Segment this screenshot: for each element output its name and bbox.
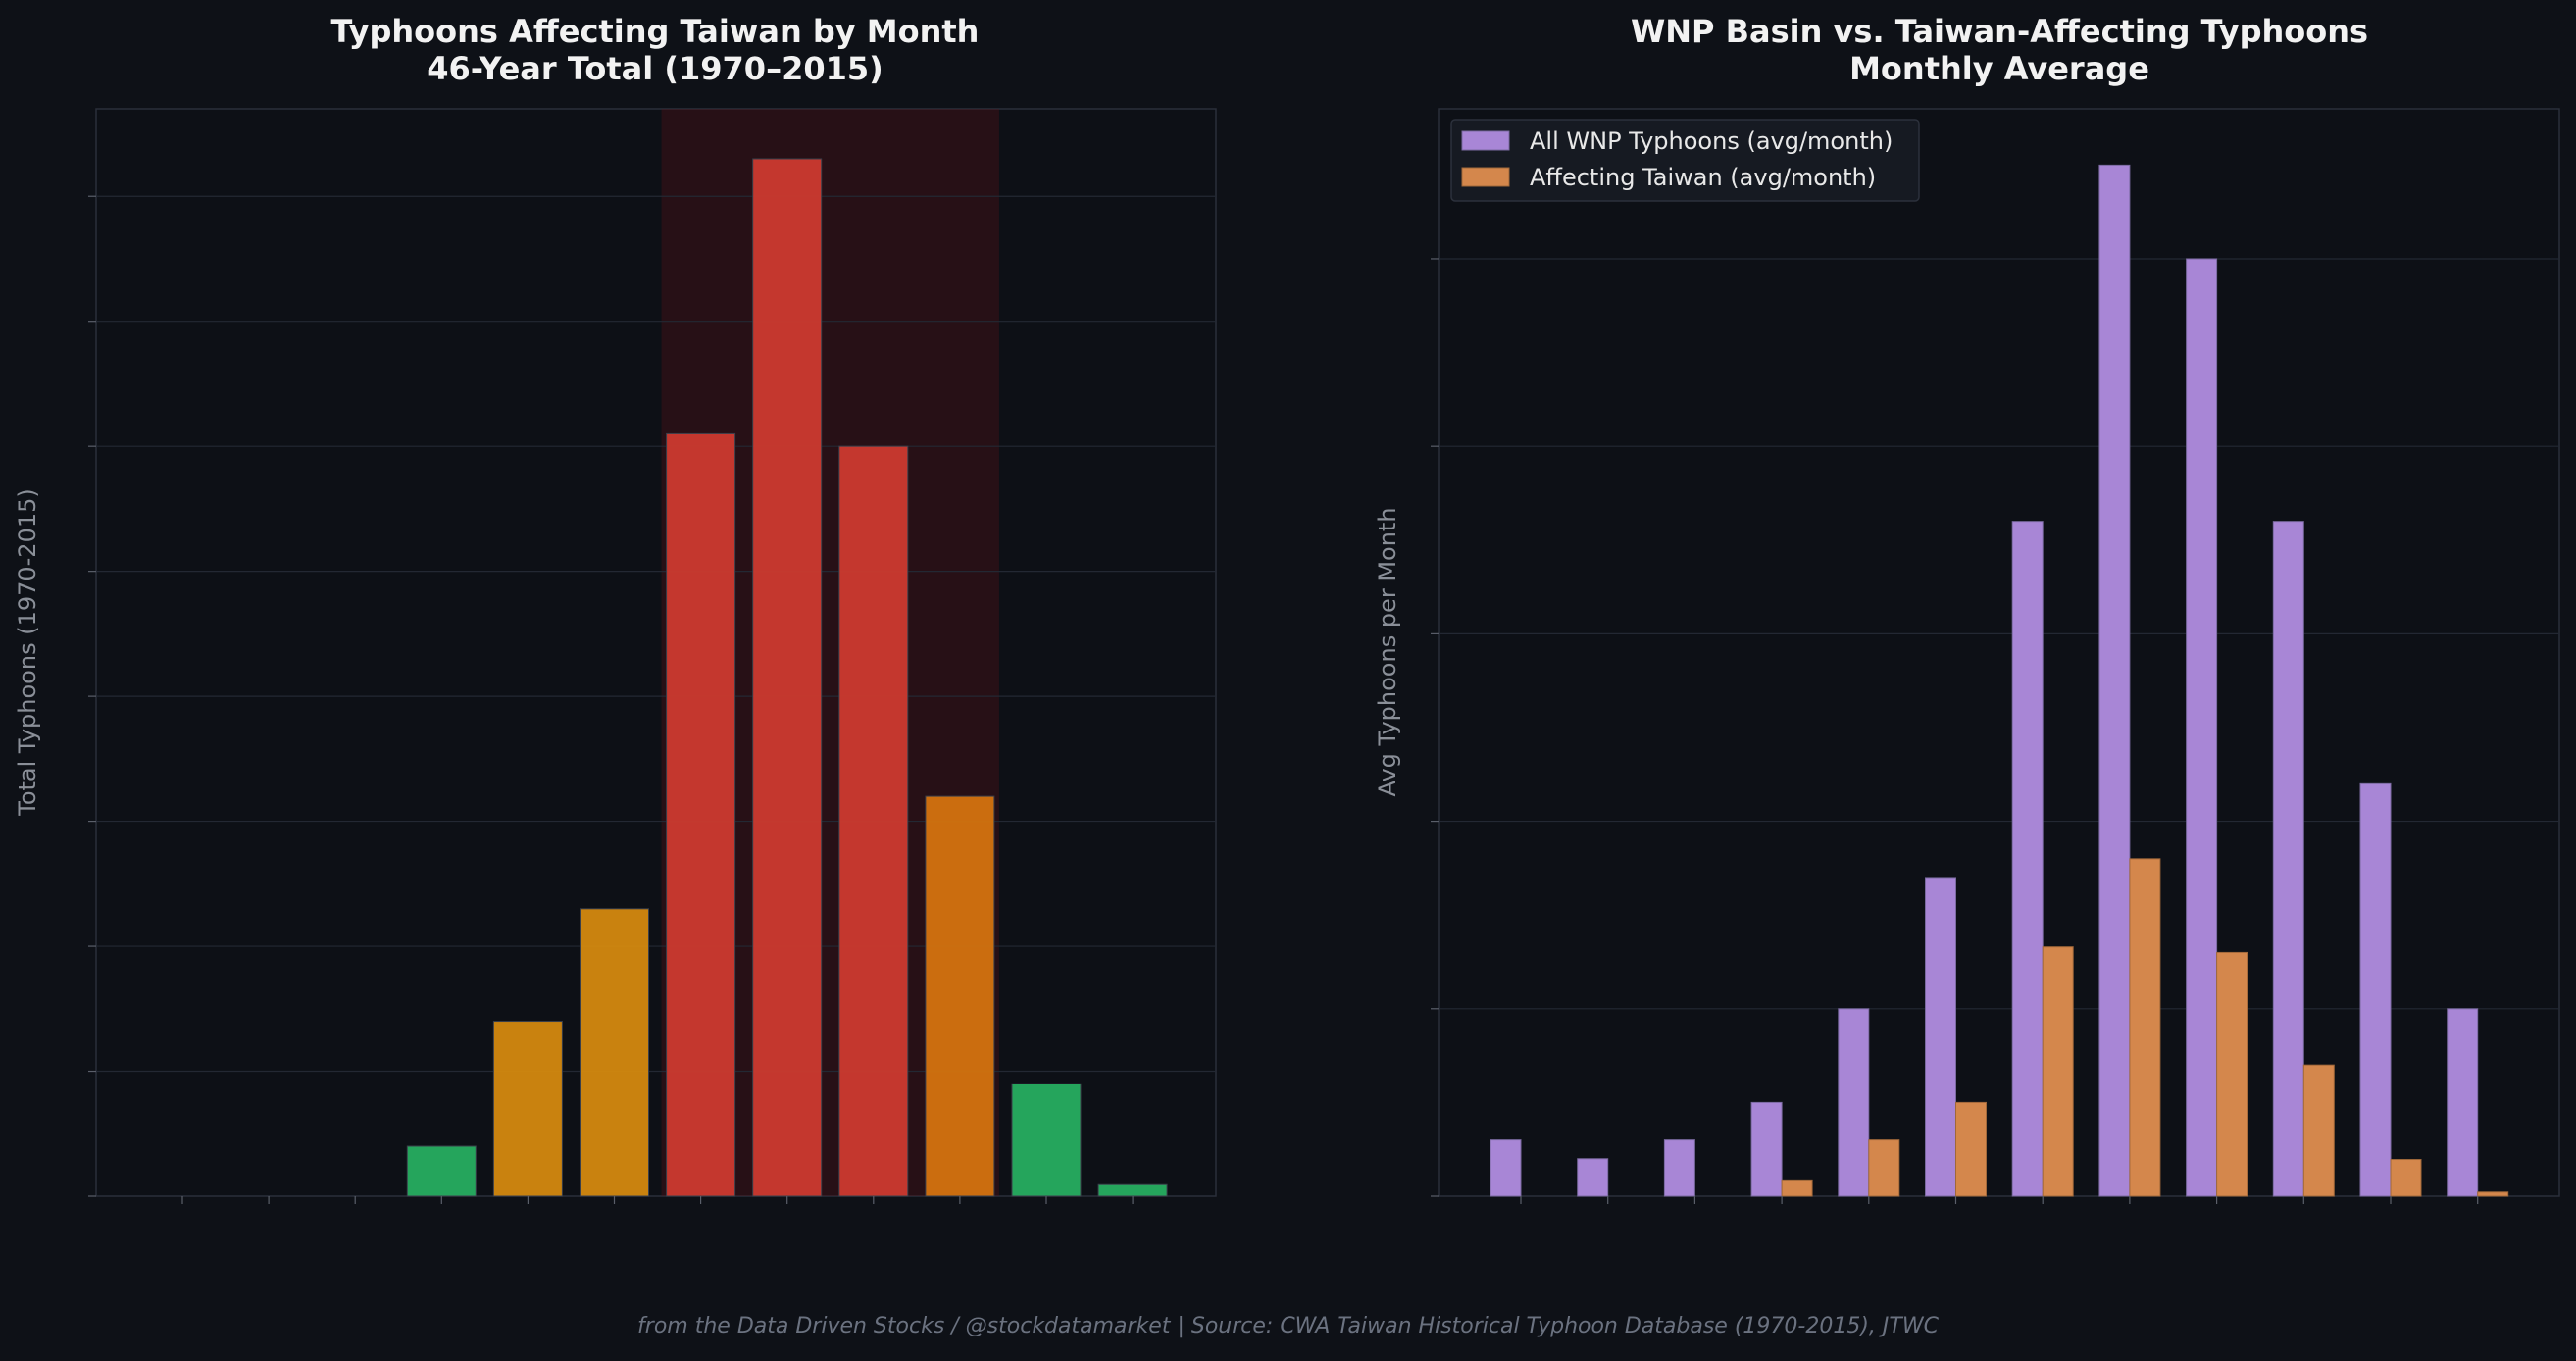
right-bar-wnp-may <box>1838 1008 1870 1197</box>
right-bar-wnp-oct <box>2272 521 2304 1197</box>
right-bar-wnp-feb <box>1577 1158 1609 1197</box>
right-bar-taiwan-jul <box>2042 946 2074 1197</box>
left-bar-dec <box>1097 1183 1168 1197</box>
legend-label-affecting-taiwan: Affecting Taiwan (avg/month) <box>1530 164 1876 191</box>
right-x-ticks <box>1520 1196 2479 1204</box>
right-bars <box>1490 164 2509 1197</box>
legend-swatch-all-wnp <box>1461 130 1510 151</box>
left-bars <box>406 158 1168 1197</box>
right-bar-wnp-dec <box>2447 1008 2479 1197</box>
right-bar-taiwan-aug <box>2129 858 2161 1197</box>
right-chart: WNP Basin vs. Taiwan-Affecting Typhoons … <box>1374 13 2560 1204</box>
right-bar-taiwan-may <box>1868 1139 1900 1197</box>
right-bar-taiwan-jun <box>1955 1101 1987 1197</box>
right-y-axis-label: Avg Typhoons per Month <box>1374 507 1401 796</box>
right-legend: All WNP Typhoons (avg/month) Affecting T… <box>1450 119 1920 202</box>
right-chart-title-line2: Monthly Average <box>1849 50 2149 87</box>
left-bar-sep <box>838 445 909 1197</box>
right-bar-wnp-aug <box>2098 164 2131 1197</box>
left-bar-jul <box>666 432 736 1197</box>
left-bar-may <box>492 1021 563 1197</box>
right-bar-taiwan-nov <box>2390 1159 2422 1197</box>
left-plot-area <box>95 108 1217 1197</box>
right-bar-wnp-sep <box>2186 258 2218 1197</box>
right-bar-wnp-jul <box>2011 521 2044 1197</box>
right-bar-wnp-mar <box>1663 1139 1695 1197</box>
legend-label-all-wnp: All WNP Typhoons (avg/month) <box>1530 127 1893 155</box>
legend-box <box>1450 119 1920 202</box>
right-plot-area <box>1438 108 2560 1197</box>
left-bar-apr <box>406 1145 477 1197</box>
right-bar-taiwan-sep <box>2216 951 2248 1197</box>
legend-swatch-affecting-taiwan <box>1461 167 1510 187</box>
right-bar-taiwan-dec <box>2477 1191 2509 1197</box>
right-bar-wnp-jan <box>1490 1139 1522 1197</box>
left-chart-title-line1: Typhoons Affecting Taiwan by Month <box>331 13 980 50</box>
left-chart: Typhoons Affecting Taiwan by Month 46-Ye… <box>14 13 1217 1204</box>
left-bar-nov <box>1011 1083 1082 1197</box>
right-bar-wnp-jun <box>1925 877 1956 1197</box>
right-bar-wnp-nov <box>2359 782 2392 1197</box>
left-y-axis-label: Total Typhoons (1970-2015) <box>14 488 41 817</box>
left-chart-title-line2: 46-Year Total (1970–2015) <box>427 50 884 87</box>
left-bar-aug <box>752 158 823 1197</box>
left-bar-oct <box>925 795 995 1197</box>
left-x-ticks <box>181 1196 1134 1204</box>
right-bar-wnp-apr <box>1750 1101 1783 1197</box>
right-bar-taiwan-oct <box>2302 1064 2335 1197</box>
right-y-ticks <box>1431 258 1439 1197</box>
right-bar-taiwan-apr <box>1781 1179 1813 1197</box>
left-bar-jun <box>580 908 649 1197</box>
left-gridlines <box>96 195 1216 1073</box>
left-y-ticks <box>88 195 96 1197</box>
footer-source-note: from the Data Driven Stocks / @stockdata… <box>637 1314 1939 1338</box>
right-chart-title-line1: WNP Basin vs. Taiwan-Affecting Typhoons <box>1631 13 2368 50</box>
